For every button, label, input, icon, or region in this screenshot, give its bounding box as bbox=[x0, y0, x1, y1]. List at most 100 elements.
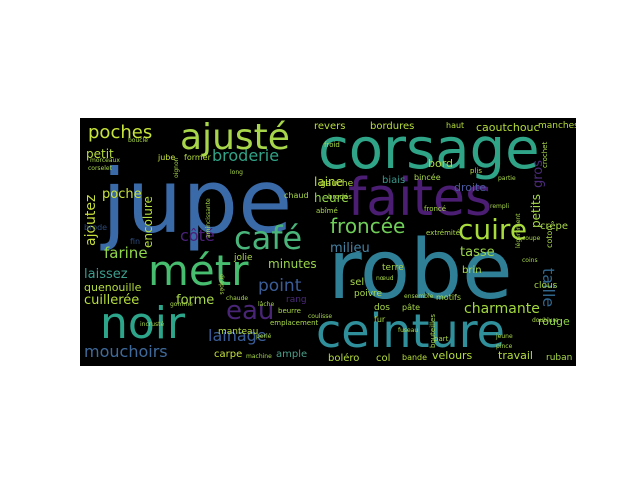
word: pâte bbox=[402, 303, 421, 312]
word: motifs bbox=[436, 293, 462, 302]
word: haut bbox=[446, 121, 465, 130]
word: chaude bbox=[226, 295, 249, 302]
word: lainage bbox=[208, 326, 267, 345]
word: jube bbox=[158, 153, 176, 162]
word: quenouille bbox=[84, 281, 142, 294]
word: terre bbox=[382, 263, 404, 273]
word: charmante bbox=[464, 301, 540, 317]
word: ajoutez bbox=[83, 194, 99, 246]
word: lâche bbox=[258, 301, 275, 308]
word: chaud bbox=[284, 191, 309, 200]
word: faites bbox=[348, 168, 493, 228]
word: cuire bbox=[458, 213, 528, 246]
word: pince bbox=[496, 343, 513, 350]
word: légèrement bbox=[515, 213, 522, 248]
word: manteau bbox=[218, 327, 259, 337]
word: laissez bbox=[84, 267, 128, 282]
word-cloud: jupe robe corsage faites ceinture noir m… bbox=[80, 118, 576, 366]
word: coins bbox=[522, 257, 538, 264]
word: boléro bbox=[328, 353, 360, 364]
word: point bbox=[258, 276, 302, 296]
word: cuillerée bbox=[84, 293, 140, 308]
word: doublure bbox=[532, 317, 559, 324]
word: métr bbox=[148, 246, 249, 295]
word: milieu bbox=[330, 241, 370, 256]
word: côté bbox=[180, 226, 215, 245]
word: coupe bbox=[522, 235, 541, 242]
word: col bbox=[376, 353, 391, 364]
word: machine bbox=[246, 353, 272, 360]
word: fur bbox=[374, 315, 386, 324]
word: velours bbox=[432, 349, 473, 362]
word: ajusté bbox=[180, 118, 290, 158]
word: petit bbox=[86, 147, 114, 161]
word: corsage bbox=[318, 118, 540, 182]
word: brode bbox=[84, 223, 108, 232]
word: long bbox=[230, 169, 243, 176]
word: poches bbox=[88, 122, 153, 143]
word: manches bbox=[538, 121, 576, 131]
word: robe bbox=[328, 223, 513, 318]
word: incrusté bbox=[140, 321, 165, 328]
word: caoutchouc bbox=[476, 121, 540, 134]
word: froncée bbox=[330, 214, 406, 238]
word: part bbox=[434, 335, 449, 343]
word: poche bbox=[102, 187, 142, 202]
word: corselet bbox=[88, 165, 112, 172]
word: brin bbox=[462, 265, 482, 276]
word: bouteilles bbox=[429, 313, 437, 348]
word: rempli bbox=[490, 203, 510, 210]
word: broderie bbox=[212, 146, 280, 165]
word: amincissante bbox=[205, 198, 212, 238]
word: forme bbox=[176, 293, 215, 308]
word: eau bbox=[226, 296, 275, 326]
word: plis bbox=[470, 167, 482, 175]
word: ample bbox=[276, 349, 308, 360]
word: noir bbox=[100, 298, 186, 349]
word: minutes bbox=[268, 257, 317, 271]
word: dos bbox=[374, 303, 390, 313]
word: boucle bbox=[128, 137, 148, 144]
word: gomme bbox=[170, 301, 193, 308]
word: crochet bbox=[541, 141, 549, 168]
word: nœud bbox=[376, 275, 394, 282]
word: ensemble bbox=[404, 293, 434, 300]
word: mouchoirs bbox=[84, 342, 168, 361]
word: froid bbox=[324, 141, 340, 149]
word: drapés bbox=[218, 274, 225, 295]
word: laine bbox=[314, 175, 344, 189]
word: oignon bbox=[173, 157, 180, 178]
word: jeune bbox=[496, 333, 513, 340]
word: crêpe bbox=[540, 221, 569, 232]
word: sel bbox=[350, 277, 365, 288]
word: fuseau bbox=[398, 327, 419, 334]
word: fin bbox=[130, 237, 141, 246]
word: farine bbox=[104, 244, 148, 262]
word: partie bbox=[498, 175, 516, 182]
word: perlé bbox=[256, 333, 272, 340]
word: jolie bbox=[234, 253, 253, 263]
word: coulisse bbox=[308, 313, 333, 320]
word: jupe bbox=[102, 150, 293, 253]
word: revers bbox=[314, 121, 346, 132]
word: abîmé bbox=[316, 207, 338, 215]
word: bord bbox=[428, 157, 454, 170]
word: encolure bbox=[141, 196, 155, 248]
word: bordures bbox=[370, 121, 415, 132]
word: carpe bbox=[214, 349, 243, 360]
word: rouge bbox=[538, 315, 570, 328]
word: emplacement bbox=[270, 319, 319, 327]
word: rang bbox=[286, 295, 307, 305]
word: travail bbox=[498, 349, 533, 362]
word: bande bbox=[402, 353, 428, 362]
word: biais bbox=[382, 175, 406, 186]
word: tasse bbox=[460, 245, 495, 260]
word: clous bbox=[534, 281, 558, 291]
word: gauche bbox=[320, 179, 354, 189]
word: bincée bbox=[414, 173, 441, 182]
word: former bbox=[184, 153, 211, 162]
word: froncé bbox=[424, 205, 447, 213]
word: beurre bbox=[278, 307, 301, 315]
word: brodés bbox=[328, 193, 352, 201]
word: ruban bbox=[546, 353, 573, 363]
